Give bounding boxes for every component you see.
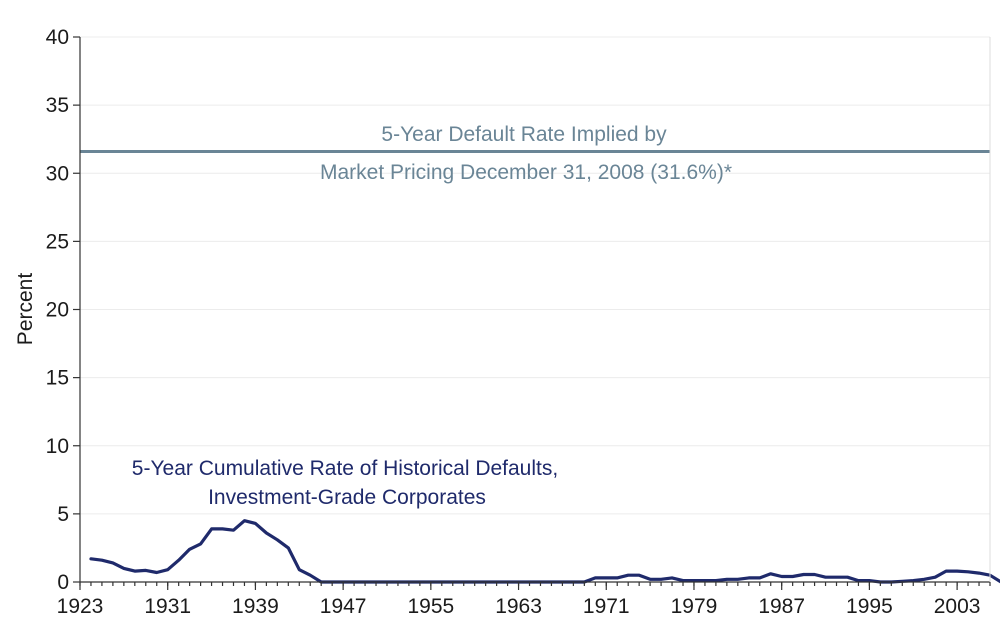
reference-line-label-line2: Market Pricing December 31, 2008 (31.6%)… xyxy=(320,161,732,184)
x-tick-label: 1979 xyxy=(671,595,718,618)
y-axis-ticks: 0 5 10 15 20 25 30 35 40 xyxy=(46,26,80,594)
series-line-0 xyxy=(89,519,1000,584)
series-label-line1: 5-Year Cumulative Rate of Historical Def… xyxy=(132,457,558,480)
y-tick-label: 40 xyxy=(46,26,69,49)
series-label-line2: Investment-Grade Corporates xyxy=(208,486,486,509)
y-tick-label: 20 xyxy=(46,299,69,322)
x-axis-ticks: 1923 1931 1939 1947 1955 1963 1971 1979 1987 1995… xyxy=(57,582,991,618)
gridlines xyxy=(80,36,990,583)
x-tick-label: 1963 xyxy=(495,595,542,618)
x-tick-label: 1971 xyxy=(583,595,630,618)
y-tick-label: 0 xyxy=(57,571,69,594)
x-tick-label: 1939 xyxy=(232,595,279,618)
y-tick-label: 35 xyxy=(46,94,69,117)
y-tick-label: 15 xyxy=(46,367,69,390)
x-tick-label: 1995 xyxy=(846,595,893,618)
y-tick-label: 25 xyxy=(46,230,69,253)
x-tick-label: 1947 xyxy=(320,595,367,618)
y-tick-label: 30 xyxy=(46,162,69,185)
x-tick-label: 1923 xyxy=(57,595,104,618)
y-tick-label: 10 xyxy=(46,435,69,458)
x-tick-label: 1931 xyxy=(144,595,191,618)
y-axis-title: Percent xyxy=(14,273,37,346)
y-tick-label: 5 xyxy=(57,503,69,526)
x-tick-label: 1955 xyxy=(407,595,454,618)
series-group xyxy=(89,519,1000,584)
x-tick-label: 2003 xyxy=(934,595,981,618)
reference-line-label-line1: 5-Year Default Rate Implied by xyxy=(381,123,667,146)
x-tick-label: 1987 xyxy=(758,595,805,618)
